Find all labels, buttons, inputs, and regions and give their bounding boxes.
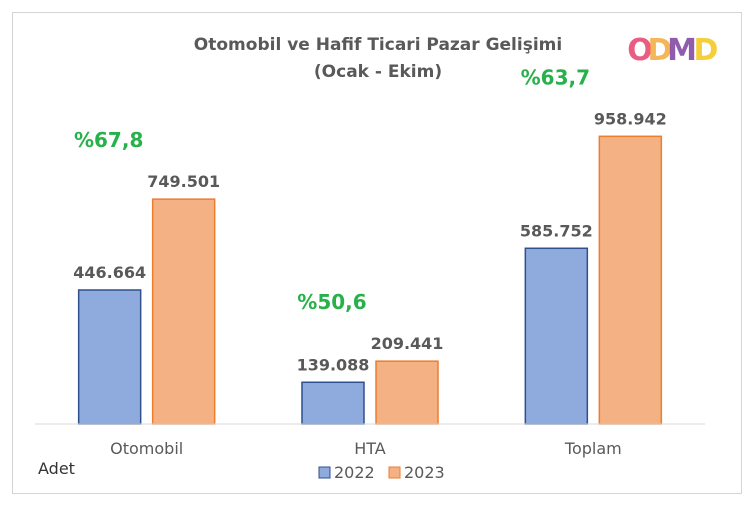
value-label-otomobil-2023: 749.501 — [147, 172, 220, 191]
legend: 2022 2023 — [319, 463, 445, 482]
category-label-group: Otomobil HTA Toplam — [110, 439, 622, 458]
bar-hta-2022 — [302, 382, 364, 424]
legend-swatch-2023 — [389, 467, 400, 478]
bar-toplam-2022 — [525, 248, 587, 424]
bar-hta-2023 — [376, 361, 438, 424]
bar-otomobil-2022 — [79, 290, 141, 424]
growth-label-otomobil: %67,8 — [74, 128, 143, 152]
legend-label-2023: 2023 — [404, 463, 445, 482]
category-label-toplam: Toplam — [564, 439, 622, 458]
value-label-hta-2022: 139.088 — [297, 355, 370, 374]
unit-label: Adet — [38, 459, 75, 478]
logo-letter: M — [667, 33, 697, 68]
legend-label-2022: 2022 — [334, 463, 375, 482]
logo-letter: D — [694, 33, 719, 68]
growth-label-toplam: %63,7 — [521, 65, 590, 89]
bar-toplam-2023 — [599, 136, 661, 424]
growth-label-hta: %50,6 — [297, 290, 366, 314]
category-label-otomobil: Otomobil — [110, 439, 183, 458]
category-label-hta: HTA — [354, 439, 386, 458]
value-label-hta-2023: 209.441 — [371, 334, 444, 353]
value-label-toplam-2023: 958.942 — [594, 109, 667, 128]
value-label-toplam-2022: 585.752 — [520, 221, 593, 240]
legend-swatch-2022 — [319, 467, 330, 478]
value-label-otomobil-2022: 446.664 — [73, 263, 146, 282]
chart-title-line1: Otomobil ve Hafif Ticari Pazar Gelişimi — [194, 35, 562, 55]
chart-title-line2: (Ocak - Ekim) — [314, 62, 442, 82]
bar-otomobil-2023 — [153, 199, 215, 424]
